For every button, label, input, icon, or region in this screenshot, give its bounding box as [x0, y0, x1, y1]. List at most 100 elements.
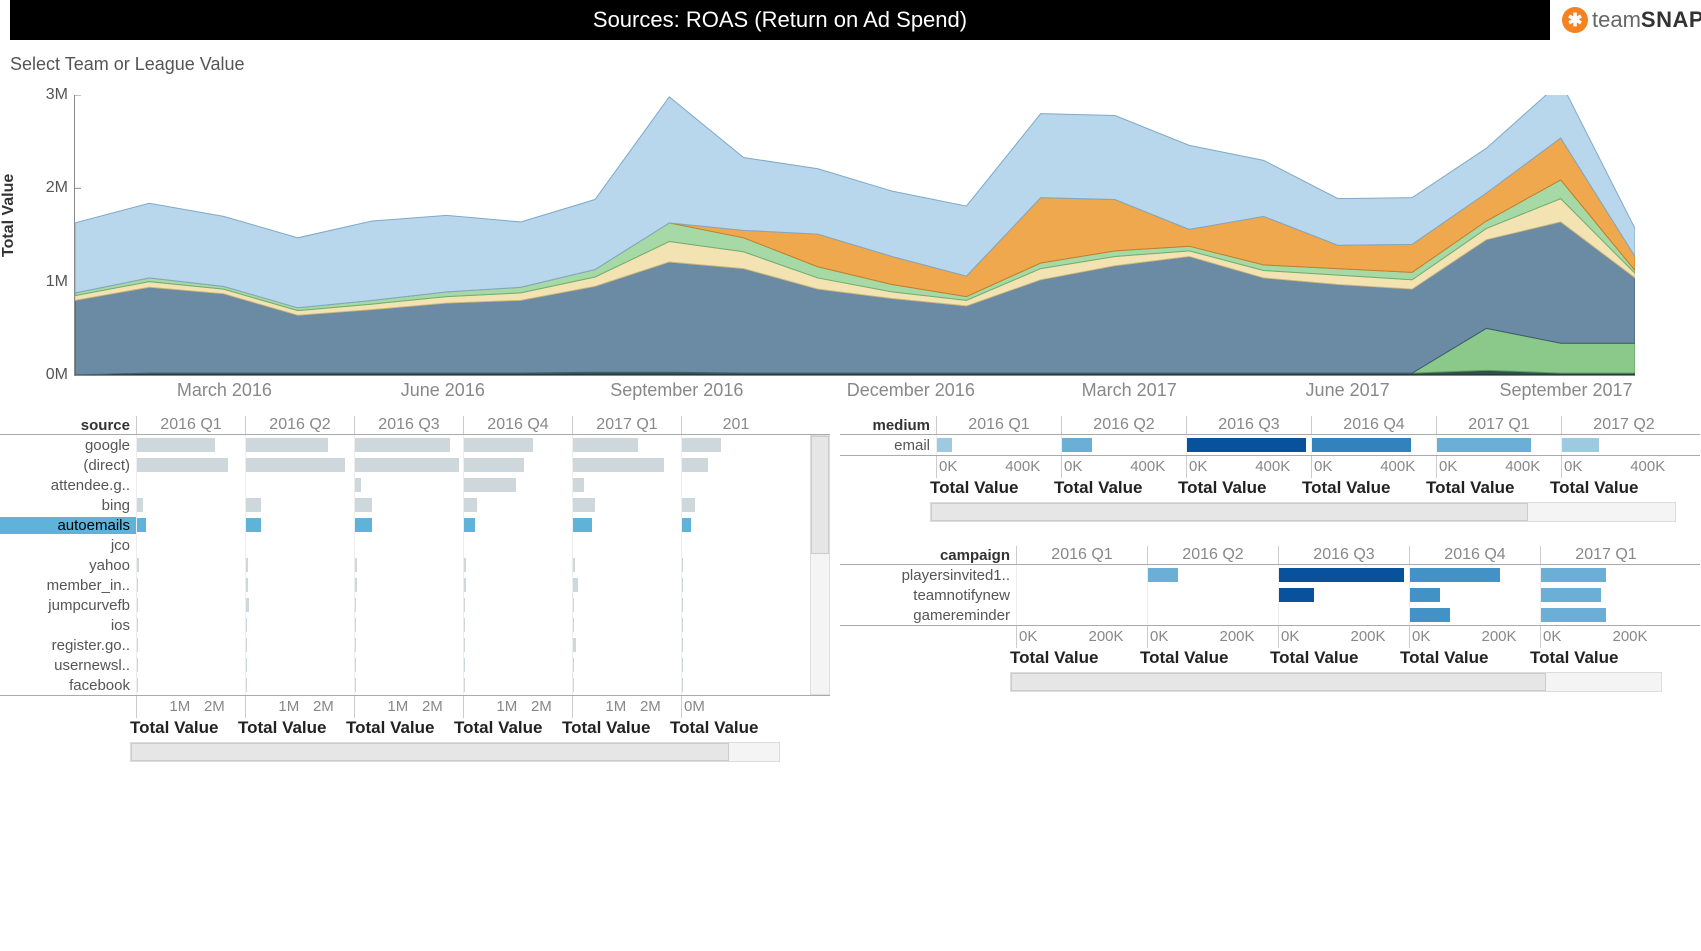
bar-cell[interactable]	[1061, 435, 1186, 455]
horizontal-scrollbar[interactable]	[1010, 672, 1662, 692]
quarter-header[interactable]: 2017 Q1	[1436, 416, 1561, 434]
bar-cell[interactable]	[136, 615, 245, 635]
row-label[interactable]: ios	[0, 617, 136, 634]
bar-cell[interactable]	[1147, 565, 1278, 585]
bar-cell[interactable]	[136, 515, 245, 535]
row-label[interactable]: register.go..	[0, 637, 136, 654]
bar-cell[interactable]	[463, 455, 572, 475]
bar-cell[interactable]	[572, 535, 681, 555]
area-chart-svg[interactable]	[74, 95, 1635, 376]
bar-cell[interactable]	[681, 455, 790, 475]
bar-cell[interactable]	[681, 555, 790, 575]
bar-cell[interactable]	[1278, 565, 1409, 585]
bar-cell[interactable]	[572, 595, 681, 615]
bar-cell[interactable]	[354, 435, 463, 455]
campaign-panel[interactable]: campaign2016 Q12016 Q22016 Q32016 Q42017…	[840, 540, 1700, 692]
bar-cell[interactable]	[245, 655, 354, 675]
bar-cell[interactable]	[572, 655, 681, 675]
bar-cell[interactable]	[136, 535, 245, 555]
quarter-header[interactable]: 201	[681, 416, 790, 434]
bar-cell[interactable]	[463, 515, 572, 535]
bar-cell[interactable]	[681, 575, 790, 595]
quarter-header[interactable]: 2017 Q1	[572, 416, 681, 434]
bar-cell[interactable]	[354, 675, 463, 695]
bar-cell[interactable]	[354, 655, 463, 675]
medium-panel[interactable]: medium2016 Q12016 Q22016 Q32016 Q42017 Q…	[840, 410, 1700, 522]
quarter-header[interactable]: 2016 Q3	[1278, 546, 1409, 564]
bar-cell[interactable]	[245, 455, 354, 475]
horizontal-scrollbar[interactable]	[130, 742, 780, 762]
bar-cell[interactable]	[354, 495, 463, 515]
bar-cell[interactable]	[463, 675, 572, 695]
table-row[interactable]: autoemails	[0, 515, 810, 535]
row-label[interactable]: teamnotifynew	[840, 587, 1016, 604]
bar-cell[interactable]	[245, 475, 354, 495]
bar-cell[interactable]	[1311, 435, 1436, 455]
bar-cell[interactable]	[463, 475, 572, 495]
bar-cell[interactable]	[463, 495, 572, 515]
bar-cell[interactable]	[572, 455, 681, 475]
bar-cell[interactable]	[681, 655, 790, 675]
table-row[interactable]: register.go..	[0, 635, 810, 655]
bar-cell[interactable]	[1016, 605, 1147, 625]
bar-cell[interactable]	[572, 615, 681, 635]
bar-cell[interactable]	[572, 435, 681, 455]
table-row[interactable]: teamnotifynew	[840, 585, 1700, 605]
bar-cell[interactable]	[1409, 585, 1540, 605]
bar-cell[interactable]	[245, 535, 354, 555]
bar-cell[interactable]	[463, 575, 572, 595]
table-row[interactable]: gamereminder	[840, 605, 1700, 625]
bar-cell[interactable]	[354, 535, 463, 555]
bar-cell[interactable]	[572, 575, 681, 595]
row-label[interactable]: attendee.g..	[0, 477, 136, 494]
bar-cell[interactable]	[245, 495, 354, 515]
quarter-header[interactable]: 2016 Q3	[354, 416, 463, 434]
bar-cell[interactable]	[136, 575, 245, 595]
quarter-header[interactable]: 2016 Q4	[1409, 546, 1540, 564]
bar-cell[interactable]	[136, 635, 245, 655]
row-label[interactable]: google	[0, 437, 136, 454]
bar-cell[interactable]	[1436, 435, 1561, 455]
bar-cell[interactable]	[136, 595, 245, 615]
bar-cell[interactable]	[1147, 605, 1278, 625]
bar-cell[interactable]	[1016, 585, 1147, 605]
bar-cell[interactable]	[354, 475, 463, 495]
quarter-header[interactable]: 2016 Q1	[936, 416, 1061, 434]
table-row[interactable]: usernewsl..	[0, 655, 810, 675]
bar-cell[interactable]	[136, 475, 245, 495]
bar-cell[interactable]	[1561, 435, 1686, 455]
bar-cell[interactable]	[681, 435, 790, 455]
row-label[interactable]: autoemails	[0, 517, 136, 534]
bar-cell[interactable]	[1409, 605, 1540, 625]
row-label[interactable]: jumpcurvefb	[0, 597, 136, 614]
bar-cell[interactable]	[136, 455, 245, 475]
quarter-header[interactable]: 2017 Q1	[1540, 546, 1671, 564]
bar-cell[interactable]	[354, 635, 463, 655]
bar-cell[interactable]	[681, 475, 790, 495]
table-row[interactable]: ios	[0, 615, 810, 635]
quarter-header[interactable]: 2016 Q1	[136, 416, 245, 434]
bar-cell[interactable]	[354, 555, 463, 575]
table-row[interactable]: jco	[0, 535, 810, 555]
bar-cell[interactable]	[572, 675, 681, 695]
bar-cell[interactable]	[245, 635, 354, 655]
horizontal-scrollbar[interactable]	[930, 502, 1676, 522]
quarter-header[interactable]: 2016 Q4	[1311, 416, 1436, 434]
bar-cell[interactable]	[463, 615, 572, 635]
bar-cell[interactable]	[681, 515, 790, 535]
bar-cell[interactable]	[245, 435, 354, 455]
bar-cell[interactable]	[136, 435, 245, 455]
quarter-header[interactable]: 2016 Q3	[1186, 416, 1311, 434]
quarter-header[interactable]: 2016 Q1	[1016, 546, 1147, 564]
table-row[interactable]: google	[0, 435, 810, 455]
bar-cell[interactable]	[681, 635, 790, 655]
bar-cell[interactable]	[245, 555, 354, 575]
bar-cell[interactable]	[572, 555, 681, 575]
bar-cell[interactable]	[681, 675, 790, 695]
bar-cell[interactable]	[463, 435, 572, 455]
bar-cell[interactable]	[463, 635, 572, 655]
bar-cell[interactable]	[354, 515, 463, 535]
source-panel[interactable]: source2016 Q12016 Q22016 Q32016 Q42017 Q…	[0, 410, 830, 762]
area-chart[interactable]: Total Value 0M1M2M3M	[0, 95, 1701, 376]
subtitle[interactable]: Select Team or League Value	[10, 54, 1701, 75]
